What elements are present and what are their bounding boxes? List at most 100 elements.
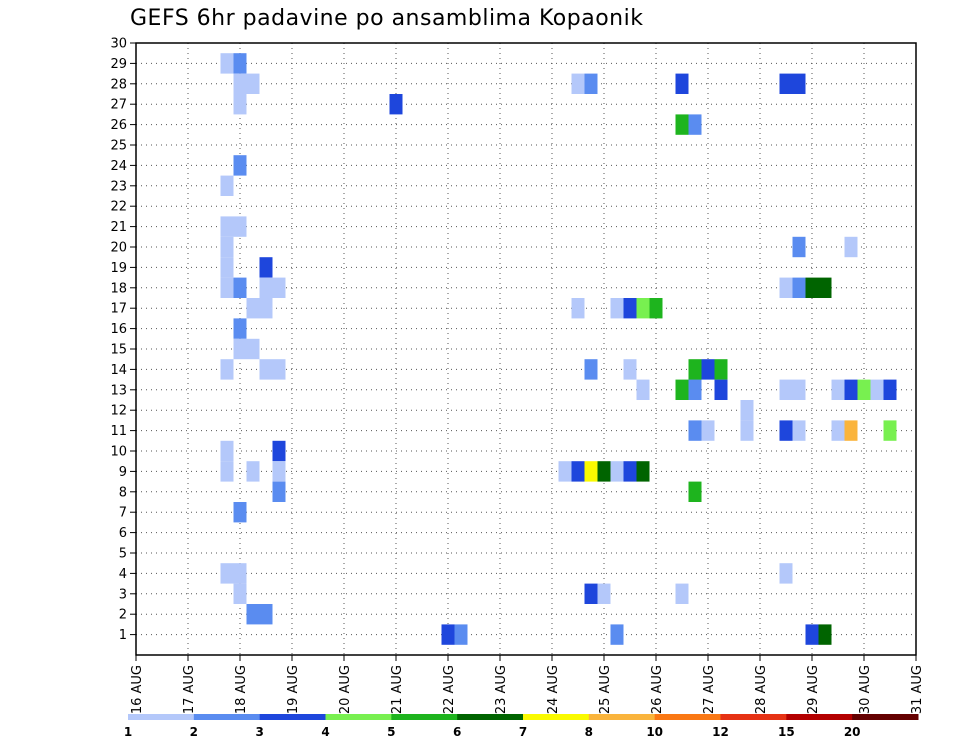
data-cell bbox=[610, 461, 624, 482]
data-cell bbox=[259, 257, 273, 278]
y-tick-label: 8 bbox=[119, 485, 127, 500]
data-cell bbox=[584, 583, 598, 604]
legend-label: 20 bbox=[844, 725, 861, 739]
data-cell bbox=[220, 563, 234, 584]
data-cell bbox=[649, 298, 663, 319]
legend-label: 12 bbox=[712, 725, 729, 739]
y-tick-label: 2 bbox=[119, 608, 127, 623]
legend-label: 5 bbox=[387, 725, 395, 739]
x-tick-label: 19 AUG bbox=[286, 665, 301, 714]
data-cell bbox=[688, 481, 702, 502]
data-cell bbox=[272, 481, 286, 502]
legend-swatch bbox=[786, 714, 853, 720]
color-legend: 1 2 3 4 5 6 7 8 10 12 15 20 bbox=[124, 714, 919, 739]
y-tick-label: 14 bbox=[110, 363, 127, 378]
data-cell bbox=[220, 440, 234, 462]
data-cell bbox=[714, 359, 728, 380]
y-tick-label: 6 bbox=[119, 526, 127, 541]
x-tick-label: 29 AUG bbox=[806, 665, 821, 714]
data-cell bbox=[779, 420, 793, 441]
legend-swatch bbox=[588, 714, 656, 720]
x-tick-label: 28 AUG bbox=[754, 665, 769, 714]
data-cell bbox=[636, 298, 650, 319]
x-tick-label: 30 AUG bbox=[858, 665, 873, 714]
legend-swatch bbox=[128, 714, 195, 720]
y-tick-label: 13 bbox=[110, 383, 127, 398]
data-cell bbox=[610, 624, 624, 645]
x-tick-label: 24 AUG bbox=[546, 665, 561, 714]
legend-swatch bbox=[720, 714, 787, 720]
y-tick-label: 23 bbox=[110, 179, 127, 194]
data-cell bbox=[233, 94, 247, 115]
data-cell bbox=[883, 379, 897, 400]
y-tick-label: 9 bbox=[119, 465, 127, 480]
data-cell bbox=[831, 379, 845, 400]
data-cell bbox=[779, 73, 793, 94]
data-cell bbox=[220, 175, 234, 196]
y-tick-label: 12 bbox=[110, 404, 127, 419]
legend-swatch bbox=[523, 714, 590, 720]
y-tick-label: 25 bbox=[110, 139, 127, 154]
data-cell bbox=[233, 73, 247, 94]
data-cell bbox=[792, 379, 806, 400]
data-cell bbox=[597, 583, 611, 604]
data-cell bbox=[818, 277, 832, 298]
data-cell bbox=[272, 461, 286, 482]
data-cell bbox=[779, 379, 793, 400]
y-tick-label: 7 bbox=[119, 506, 127, 521]
data-cell bbox=[740, 400, 754, 421]
data-cell bbox=[233, 583, 247, 604]
legend-swatch bbox=[457, 714, 524, 720]
data-cell bbox=[636, 461, 650, 482]
x-tick-label: 27 AUG bbox=[702, 665, 717, 714]
data-cell bbox=[246, 604, 260, 625]
data-cell bbox=[688, 114, 702, 135]
data-cell bbox=[844, 379, 858, 400]
data-cell bbox=[571, 73, 585, 94]
data-cell bbox=[272, 359, 286, 380]
data-cell bbox=[259, 298, 273, 319]
x-axis: 16 AUG 17 AUG 18 AUG 19 AUG 20 AUG 21 AUG 22 A… bbox=[130, 655, 925, 714]
data-cell bbox=[675, 379, 689, 400]
data-cell bbox=[688, 379, 702, 400]
data-cell bbox=[272, 277, 286, 298]
x-tick-label: 31 AUG bbox=[910, 665, 925, 714]
data-cell bbox=[571, 298, 585, 319]
data-cell bbox=[571, 461, 585, 482]
data-cell bbox=[610, 298, 624, 319]
y-tick-label: 10 bbox=[110, 445, 127, 460]
data-cell bbox=[675, 73, 689, 94]
legend-label: 2 bbox=[190, 725, 198, 739]
y-tick-label: 26 bbox=[110, 118, 127, 133]
data-cell bbox=[883, 420, 897, 441]
data-cell bbox=[701, 420, 715, 441]
legend-label: 4 bbox=[321, 725, 329, 739]
data-cell bbox=[220, 236, 234, 258]
data-cell bbox=[857, 379, 871, 400]
x-tick-label: 23 AUG bbox=[494, 665, 509, 714]
legend-swatch bbox=[654, 714, 721, 720]
y-tick-label: 27 bbox=[110, 98, 127, 113]
y-tick-label: 15 bbox=[110, 343, 127, 358]
legend-swatch bbox=[259, 714, 326, 720]
data-cell bbox=[220, 216, 234, 237]
data-cell bbox=[818, 624, 832, 645]
data-cell bbox=[792, 236, 806, 258]
data-cell bbox=[259, 604, 273, 625]
data-cell bbox=[779, 563, 793, 584]
data-cell bbox=[233, 155, 247, 176]
y-tick-label: 24 bbox=[110, 159, 127, 174]
data-cell bbox=[233, 563, 247, 584]
data-cell bbox=[246, 73, 260, 94]
data-cell bbox=[246, 461, 260, 482]
data-cell bbox=[623, 359, 637, 380]
legend-swatch bbox=[325, 714, 392, 720]
data-cell bbox=[597, 461, 611, 482]
data-cell bbox=[688, 420, 702, 441]
data-cell bbox=[220, 461, 234, 482]
data-cell bbox=[441, 624, 455, 645]
data-cell bbox=[233, 216, 247, 237]
data-cell bbox=[636, 379, 650, 400]
y-tick-label: 16 bbox=[110, 322, 127, 337]
